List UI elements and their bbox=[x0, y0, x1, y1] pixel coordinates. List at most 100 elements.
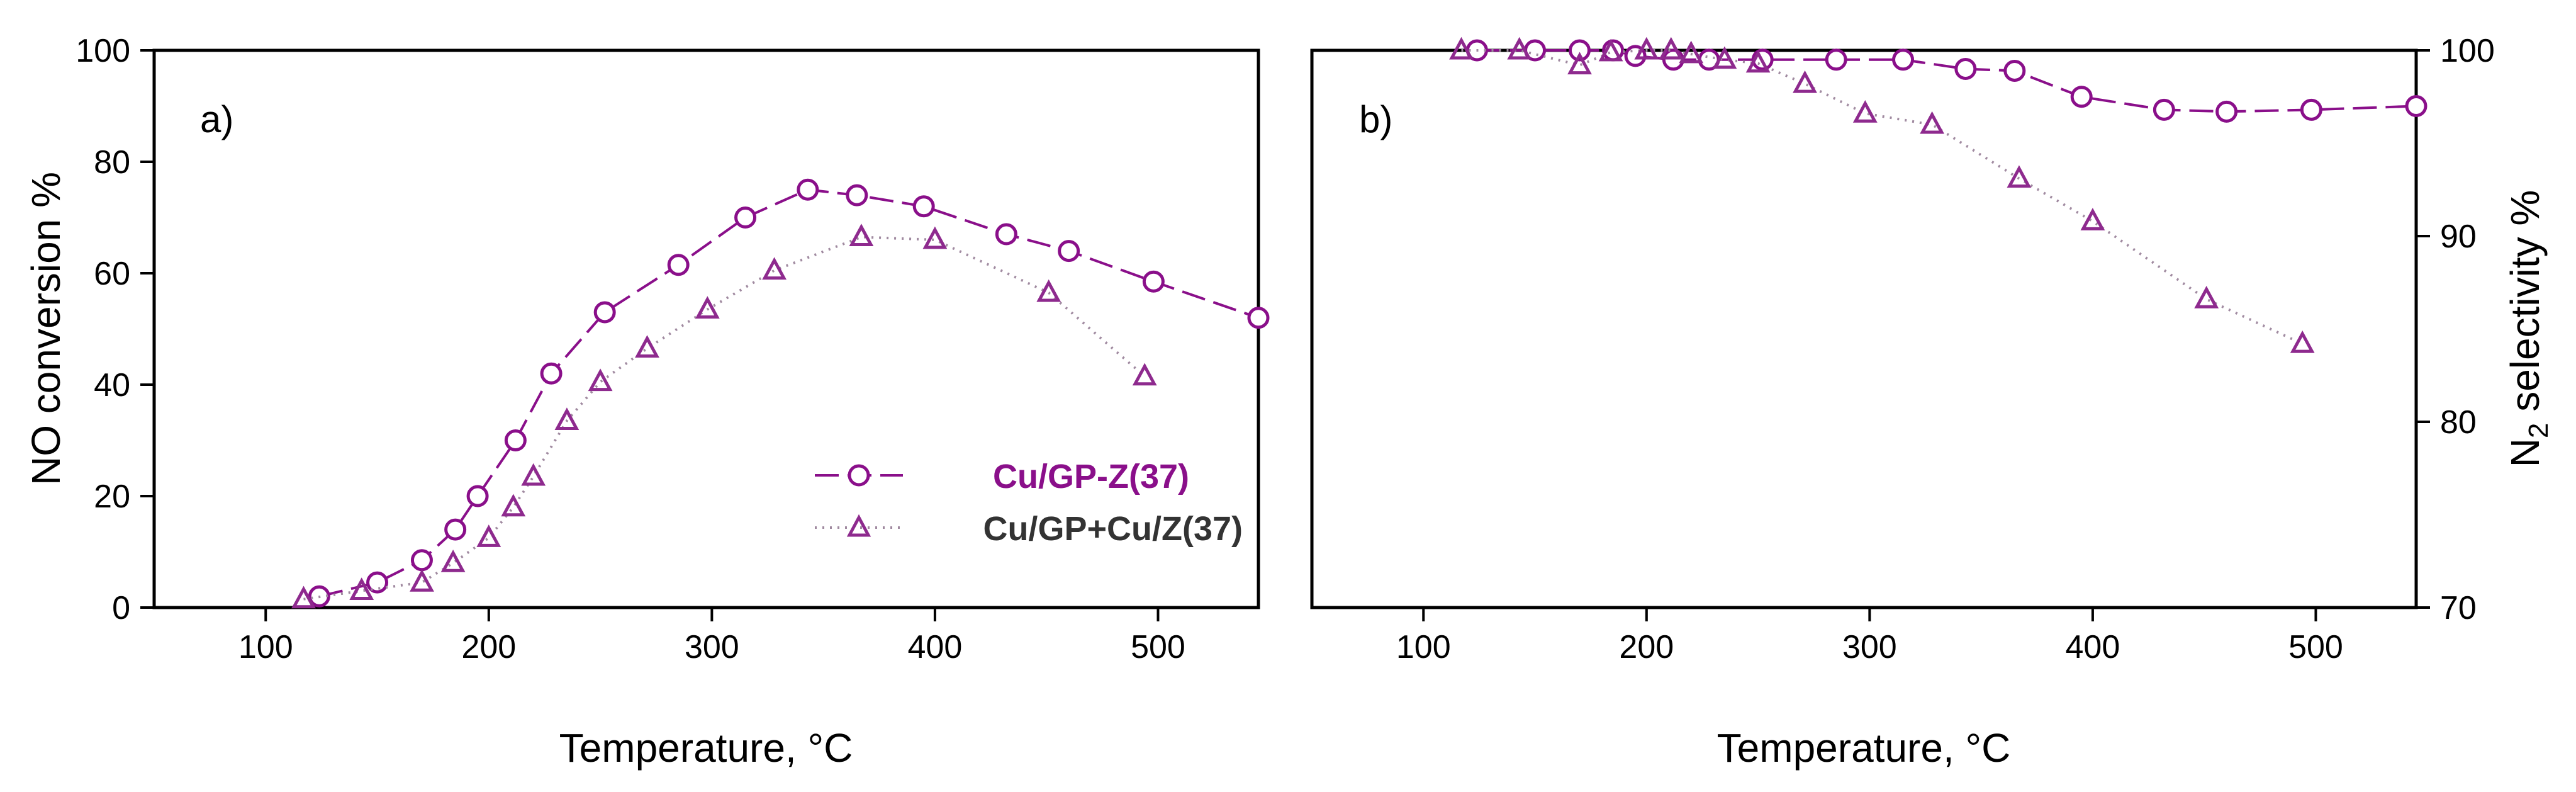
series2-point bbox=[1659, 37, 1684, 60]
x-tick-label-a: 100 bbox=[238, 629, 293, 665]
series2-point bbox=[1598, 38, 1623, 62]
series1-point bbox=[504, 429, 527, 451]
series2-point bbox=[849, 223, 874, 246]
x-axis-title-b: Temperature, °C bbox=[1717, 725, 2011, 771]
series1-point bbox=[1954, 58, 1977, 80]
series2-point bbox=[1793, 70, 1817, 93]
x-tick-label-a: 200 bbox=[461, 629, 516, 665]
x-axis-title-a: Temperature, °C bbox=[559, 725, 853, 771]
series1-point bbox=[797, 178, 819, 201]
series1-point bbox=[540, 362, 563, 385]
series2-point bbox=[410, 569, 434, 592]
x-tick-label-b: 200 bbox=[1619, 629, 1674, 665]
series2-point bbox=[1507, 37, 1532, 60]
x-tick-label-a: 500 bbox=[1131, 629, 1185, 665]
series2-point bbox=[501, 494, 526, 517]
legend-label-series2: Cu/GP+Cu/Z(37) bbox=[983, 510, 1243, 548]
series1-point bbox=[667, 254, 690, 276]
series1-point bbox=[1825, 48, 1847, 71]
plot-frame-a bbox=[152, 48, 1260, 609]
series2-point bbox=[521, 463, 546, 486]
y-axis-title-b: N2 selectivity % bbox=[2502, 190, 2554, 468]
series2-point bbox=[762, 257, 787, 280]
y-tick-label-b: 80 bbox=[2440, 404, 2477, 441]
x-tick-label-b: 500 bbox=[2288, 629, 2343, 665]
series1-point bbox=[1247, 307, 1270, 329]
series1-point bbox=[734, 206, 757, 229]
y-tick-label-b: 70 bbox=[2440, 590, 2477, 626]
series2-point bbox=[635, 335, 659, 358]
series2-point bbox=[1745, 50, 1771, 73]
series2-point bbox=[1920, 111, 1945, 134]
b-series bbox=[1449, 37, 2428, 353]
y-tick-label-b: 100 bbox=[2440, 33, 2495, 69]
series1-point bbox=[593, 301, 616, 324]
x-tick-label-b: 300 bbox=[1842, 629, 1897, 665]
series1-point bbox=[846, 184, 868, 206]
series2-point bbox=[922, 226, 948, 249]
series-line-2 bbox=[1461, 49, 2304, 345]
series2-point bbox=[1567, 52, 1592, 75]
b-ticks: 100 200 300 400 500 70 80 90 100 bbox=[1396, 33, 2495, 665]
series2-point bbox=[1036, 279, 1061, 302]
series2-point bbox=[1712, 46, 1737, 69]
series1-point bbox=[1568, 39, 1591, 62]
x-tick-label-a: 300 bbox=[685, 629, 739, 665]
y-axis-title-b-suffix: selectivity % bbox=[2502, 190, 2548, 423]
series1-point bbox=[410, 549, 433, 572]
legend-label-series1: Cu/GP-Z(37) bbox=[993, 458, 1189, 495]
series2-point bbox=[2290, 330, 2315, 353]
series1-point bbox=[366, 571, 389, 594]
series1-point bbox=[1058, 240, 1080, 263]
series1-point bbox=[444, 518, 467, 541]
x-tick-label-b: 100 bbox=[1396, 629, 1451, 665]
series2-point bbox=[349, 577, 374, 600]
plot-frame-b bbox=[1310, 48, 2418, 609]
series1-point bbox=[1142, 270, 1165, 293]
series1-point bbox=[2070, 86, 2093, 108]
series1-point bbox=[2215, 100, 2238, 123]
panel-label-a: a) bbox=[200, 98, 233, 140]
series1-point bbox=[1892, 48, 1915, 71]
series2-point bbox=[2080, 208, 2105, 230]
y-tick-label-b: 90 bbox=[2440, 218, 2477, 255]
series2-point bbox=[1449, 37, 1474, 60]
series2-point bbox=[291, 586, 316, 609]
series2-point bbox=[1132, 363, 1157, 386]
legend: Cu/GP-Z(37) Cu/GP+Cu/Z(37) bbox=[815, 458, 1243, 548]
panel-label-b: b) bbox=[1359, 98, 1392, 140]
series1-point bbox=[912, 195, 935, 218]
y-tick-label-a: 0 bbox=[112, 590, 130, 626]
y-tick-label-a: 80 bbox=[94, 144, 130, 181]
legend-marker-series2 bbox=[846, 514, 871, 537]
panel-a: 100 200 300 400 500 0 20 40 60 80 100 a) Temperatu… bbox=[23, 33, 1270, 771]
series1-point bbox=[995, 223, 1017, 246]
series2-point bbox=[1852, 100, 1878, 123]
x-tick-label-b: 400 bbox=[2066, 629, 2120, 665]
series2-point bbox=[476, 524, 501, 547]
panel-b: 100 200 300 400 500 70 80 90 100 b) Temperature,… bbox=[1310, 33, 2554, 771]
y-tick-label-a: 20 bbox=[94, 478, 130, 515]
series2-point bbox=[2194, 286, 2219, 308]
y-axis-title-b-main: N bbox=[2502, 438, 2548, 467]
series1-point bbox=[466, 485, 489, 507]
series1-point bbox=[2405, 95, 2428, 117]
series2-point bbox=[695, 296, 720, 319]
series1-point bbox=[2300, 98, 2322, 121]
series2-point bbox=[440, 549, 466, 572]
series1-point bbox=[2153, 98, 2175, 121]
a-ticks: 100 200 300 400 500 0 20 40 60 80 100 bbox=[76, 33, 1185, 665]
series2-point bbox=[1679, 40, 1704, 64]
series2-point bbox=[554, 407, 580, 430]
series2-point bbox=[2007, 165, 2032, 188]
y-tick-label-a: 60 bbox=[94, 256, 130, 292]
legend-marker-series1 bbox=[848, 464, 870, 487]
series1-point bbox=[1662, 48, 1684, 71]
series2-point bbox=[1634, 37, 1659, 60]
series2-point bbox=[588, 368, 613, 392]
x-tick-label-a: 400 bbox=[908, 629, 963, 665]
y-tick-label-a: 100 bbox=[76, 33, 130, 69]
y-axis-title-b-subscript: 2 bbox=[2523, 423, 2554, 438]
